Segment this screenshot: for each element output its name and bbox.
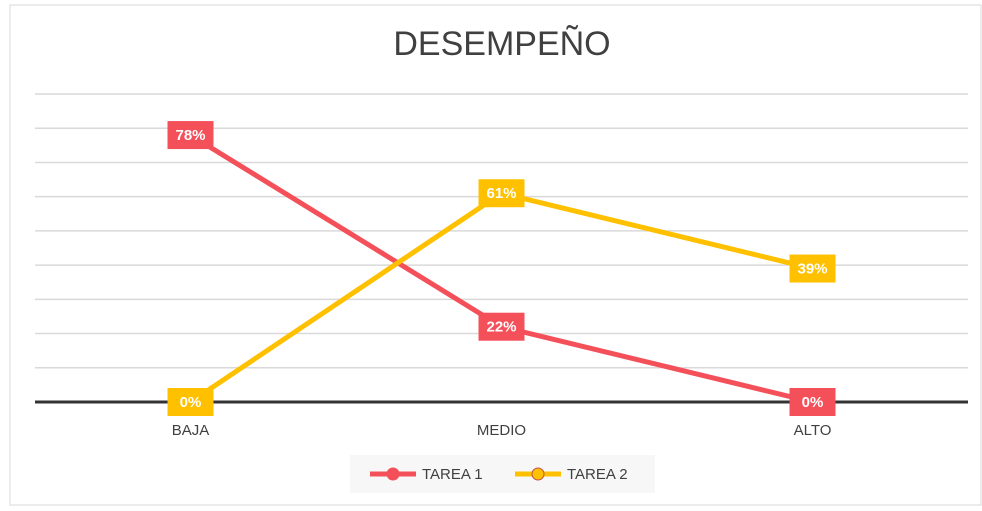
- legend-label: TAREA 1: [422, 466, 483, 483]
- legend-marker: [386, 467, 400, 481]
- data-label: 22%: [486, 319, 516, 336]
- data-label: 0%: [180, 394, 202, 411]
- legend-marker: [531, 467, 545, 481]
- legend-label: TAREA 2: [567, 466, 628, 483]
- data-label: 61%: [486, 185, 516, 202]
- data-label: 39%: [797, 261, 827, 278]
- x-tick-label: ALTO: [794, 422, 832, 439]
- data-label-box: [167, 388, 214, 416]
- data-label-box: [789, 254, 836, 283]
- data-label-box: [167, 121, 214, 150]
- chart-title: DESEMPEÑO: [393, 25, 610, 63]
- data-label-box: [478, 312, 525, 341]
- x-tick-label: MEDIO: [477, 422, 526, 439]
- x-tick-label: BAJA: [172, 422, 210, 439]
- data-label-box: [789, 388, 836, 416]
- data-label: 78%: [175, 127, 205, 144]
- data-label: 0%: [802, 394, 824, 411]
- data-label-box: [478, 179, 525, 208]
